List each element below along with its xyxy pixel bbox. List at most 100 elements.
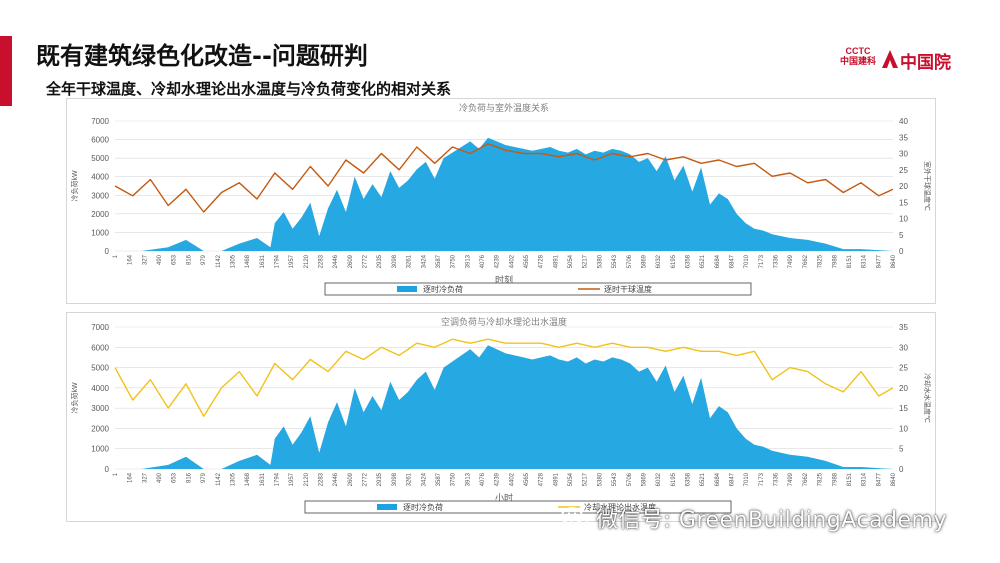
x-tick-label: 4076	[480, 472, 486, 486]
x-tick-label: 7010	[744, 254, 750, 268]
x-tick-label: 816	[186, 472, 192, 483]
y-right-tick-label: 10	[899, 424, 908, 433]
y-right-tick-label: 35	[899, 133, 908, 142]
y-left-tick-label: 6000	[91, 136, 109, 145]
series-area-cooling-load	[115, 137, 893, 251]
legend-label: 逐时干球温度	[604, 284, 652, 294]
chart-panel-2: 空调负荷与冷却水理论出水温度 0 1000 2000 3000 4000 5000 6000 7…	[66, 312, 936, 522]
legend-label: 冷却水理论出水温度	[584, 502, 656, 512]
x-tick-label: 1957	[289, 254, 295, 268]
x-tick-label: 6521	[700, 472, 706, 486]
chart-load-vs-drybulb: 冷负荷与室外温度关系 0 1000 2000 3000 4000 5000 6000 7000 0…	[70, 102, 932, 296]
x-tick-label: 5054	[568, 472, 574, 486]
y-right-tick-label: 25	[899, 166, 908, 175]
watermark-text: 微信号: GreenBuildingAcademy	[596, 508, 947, 533]
legend-label: 逐时冷负荷	[403, 502, 443, 512]
x-tick-label: 8314	[862, 472, 868, 486]
x-tick-label: 3750	[451, 472, 457, 486]
y-right-tick-label: 0	[899, 465, 904, 474]
x-tick-label: 653	[172, 472, 178, 483]
x-tick-label: 164	[128, 472, 134, 483]
x-tick-label: 5380	[597, 254, 603, 268]
y-left-tick-label: 0	[105, 247, 110, 256]
x-tick-label: 4891	[553, 472, 559, 486]
x-tick-label: 1305	[230, 254, 236, 268]
x-tick-label: 490	[157, 254, 163, 265]
x-tick-label: 2120	[304, 472, 310, 486]
x-tick-label: 4239	[495, 254, 501, 268]
logo-name: 中国院	[900, 53, 951, 73]
x-tick-label: 7336	[774, 472, 780, 486]
x-tick-label: 5217	[583, 254, 589, 268]
y-right-tick-label: 20	[899, 182, 908, 191]
x-tick-label: 6195	[671, 472, 677, 486]
x-tick-label: 1142	[216, 254, 222, 268]
y-right-tick-label: 35	[899, 323, 908, 332]
x-tick-label: 1305	[230, 472, 236, 486]
title-accent-bar	[0, 36, 12, 106]
logo-mark-icon	[882, 50, 898, 68]
x-tick-label: 2772	[363, 472, 369, 486]
x-tick-label: 1957	[289, 472, 295, 486]
slide-subtitle: 全年干球温度、冷却水理论出水温度与冷负荷变化的相对关系	[46, 80, 452, 98]
y-left-tick-label: 3000	[91, 191, 109, 200]
slide-title: 既有建筑绿色化改造--问题研判	[36, 42, 368, 70]
x-tick-label: 6358	[685, 254, 691, 268]
x-tick-label: 7988	[832, 472, 838, 486]
y-left-tick-label: 5000	[91, 154, 109, 163]
legend-swatch-area	[397, 286, 417, 292]
x-tick-label: 3750	[451, 254, 457, 268]
x-tick-label: 7010	[744, 472, 750, 486]
x-tick-label: 4565	[524, 254, 530, 268]
x-tick-label: 4728	[539, 472, 545, 486]
x-tick-label: 8314	[862, 254, 868, 268]
x-tick-label: 8151	[847, 472, 853, 486]
x-tick-label: 7499	[788, 472, 794, 486]
y-left-tick-label: 1000	[91, 228, 109, 237]
x-tick-label: 2283	[319, 472, 325, 486]
series-line-dry-bulb	[114, 143, 894, 213]
x-tick-label: 2935	[377, 254, 383, 268]
y-right-tick-label: 5	[899, 231, 904, 240]
x-tick-label: 6195	[671, 254, 677, 268]
x-tick-label: 1	[113, 472, 119, 476]
x-tick-label: 5706	[627, 472, 633, 486]
y-right-tick-label: 0	[899, 247, 904, 256]
x-tick-label: 3098	[392, 254, 398, 268]
x-tick-label: 3913	[465, 472, 471, 486]
x-tick-label: 6684	[715, 254, 721, 268]
x-tick-label: 3913	[465, 254, 471, 268]
x-tick-label: 490	[157, 472, 163, 483]
y-left-tick-label: 4000	[91, 384, 109, 393]
x-tick-label: 5380	[597, 472, 603, 486]
x-tick-label: 1631	[260, 254, 266, 268]
x-tick-label: 7825	[818, 254, 824, 268]
legend-box	[304, 500, 732, 514]
x-tick-label: 5054	[568, 254, 574, 268]
x-tick-label: 4402	[509, 472, 515, 486]
x-tick-label: 1468	[245, 472, 251, 486]
chart-load-vs-cooling-water: 空调负荷与冷却水理论出水温度 0 1000 2000 3000 4000 5000 6000 7…	[70, 316, 932, 514]
brand-logo: CCTC 中国建科 中国院	[836, 46, 966, 74]
x-tick-label: 2283	[319, 254, 325, 268]
x-tick-label: 7336	[774, 254, 780, 268]
x-tick-label: 4565	[524, 472, 530, 486]
x-tick-label: 4239	[495, 472, 501, 486]
x-tick-label: 5869	[641, 254, 647, 268]
x-tick-label: 5217	[583, 472, 589, 486]
x-tick-label: 5869	[641, 472, 647, 486]
x-tick-label: 6032	[656, 472, 662, 486]
y-left-axis-label: 冷负荷kW	[70, 382, 79, 413]
x-tick-label: 3587	[436, 254, 442, 268]
x-tick-label: 8477	[876, 254, 882, 268]
wechat-watermark: 微信号: GreenBuildingAcademy	[560, 500, 947, 536]
y-right-axis-label: 冷却水水温度℃	[923, 373, 932, 423]
wechat-icon	[561, 507, 588, 529]
x-tick-label: 3098	[392, 472, 398, 486]
y-right-tick-label: 20	[899, 384, 908, 393]
x-tick-label: 2772	[363, 254, 369, 268]
x-tick-label: 3261	[407, 254, 413, 268]
chart-panel-1: 冷负荷与室外温度关系 0 1000 2000 3000 4000 5000 6000 7000 0…	[66, 98, 936, 304]
x-tick-label: 6032	[656, 254, 662, 268]
x-tick-label: 2446	[333, 472, 339, 486]
